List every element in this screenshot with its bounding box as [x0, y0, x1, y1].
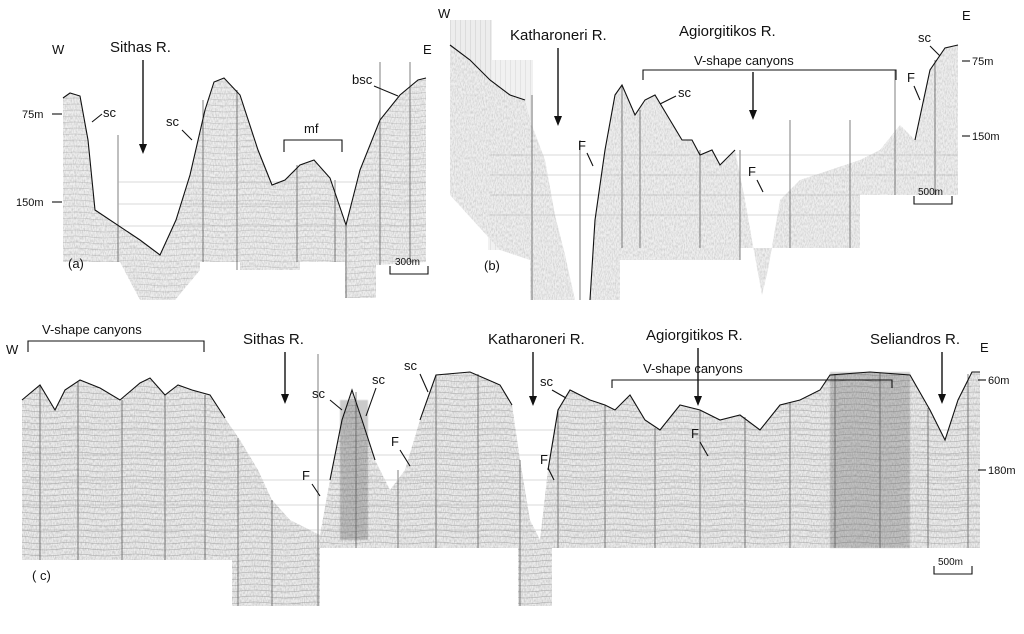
panel-c-river-katharoneri: Katharoneri R. [488, 331, 585, 348]
panel-c-river-arrow-4 [938, 352, 946, 404]
panel-a-record [63, 78, 426, 300]
panel-c-canyons-east-label: V-shape canyons [643, 361, 743, 376]
panel-a-east-label: E [423, 42, 432, 57]
panel-a-sc-label-1: sc [103, 105, 117, 120]
panel-a-mf-label: mf [304, 121, 319, 136]
panel-b-river-agiorgitikos: Agiorgitikos R. [679, 23, 776, 40]
panel-b-river-arrow-2 [749, 72, 757, 120]
panel-b-canyons-label: V-shape canyons [694, 53, 794, 68]
panel-b-sc-label-1: sc [678, 85, 692, 100]
panel-b-record [450, 20, 958, 300]
panel-c-f-label-2: F [391, 434, 399, 449]
panel-c-river-arrow-1 [281, 352, 289, 404]
panel-c-f-label-3: F [540, 452, 548, 467]
panel-b-label: (b) [484, 258, 500, 273]
panel-c-sc-label-4: sc [540, 374, 554, 389]
panel-a-mf-bracket [283, 139, 343, 152]
panel-a-scale-label: 300m [395, 257, 420, 268]
panel-c-depth-180: 180m [988, 465, 1016, 477]
panel-a-label: (a) [68, 256, 84, 271]
panel-c-scale-label: 500m [938, 557, 963, 568]
panel-b-depth-75: 75m [972, 56, 993, 68]
panel-a-west-label: W [52, 42, 65, 57]
panel-c-sc-label-3: sc [404, 358, 418, 373]
panel-b-west-label: W [438, 6, 451, 21]
panel-b-river-arrow-1 [554, 48, 562, 126]
panel-c-depth-60: 60m [988, 375, 1009, 387]
panel-a-depth-150: 150m [16, 197, 44, 209]
panel-c-canyons-west-label: V-shape canyons [42, 322, 142, 337]
panel-c-f-label-1: F [302, 468, 310, 483]
panel-b: W E Katharoneri R. Agiorgitikos R. V-sha… [438, 6, 1000, 301]
panel-a: W E Sithas R. sc sc mf bsc 75m 150m (a) … [16, 39, 432, 300]
panel-a-scale-bar [389, 266, 429, 275]
panel-c-river-arrow-3 [694, 348, 702, 406]
panel-a-seafloor-reflector [62, 77, 427, 256]
panel-c-scale-bar [933, 566, 973, 575]
panel-b-f-label-1: F [578, 138, 586, 153]
panel-b-east-label: E [962, 8, 971, 23]
panel-a-grid [117, 62, 411, 298]
panel-c-east-label: E [980, 340, 989, 355]
panel-c-seafloor-reflector [21, 371, 980, 481]
panel-c-canyons-east-bracket [611, 379, 893, 388]
panel-c-record [22, 372, 980, 606]
panel-c-sc-label-2: sc [372, 372, 386, 387]
panel-c-canyons-west-bracket [27, 340, 205, 352]
panel-b-scale-label: 500m [918, 187, 943, 198]
panel-c-river-agiorgitikos: Agiorgitikos R. [646, 327, 743, 344]
panel-c: W E V-shape canyons V-shape canyons Sith… [6, 322, 1016, 606]
panel-b-f-label-3: F [907, 70, 915, 85]
panel-b-river-katharoneri: Katharoneri R. [510, 27, 607, 44]
panel-c-river-seliandros: Seliandros R. [870, 331, 960, 348]
panel-c-river-sithas: Sithas R. [243, 331, 304, 348]
panel-b-scale-bar [913, 196, 953, 205]
panel-c-f-label-4: F [691, 426, 699, 441]
panel-c-river-arrow-2 [529, 352, 537, 406]
panel-c-label: ( c) [32, 568, 51, 583]
panel-b-sc-label-2: sc [918, 30, 932, 45]
panel-b-depth-150: 150m [972, 131, 1000, 143]
panel-b-seafloor-reflector [449, 44, 959, 301]
panel-c-west-label: W [6, 342, 19, 357]
panel-a-bsc-label: bsc [352, 72, 373, 87]
panel-c-sc-label-1: sc [312, 386, 326, 401]
panel-a-river-arrow [139, 60, 147, 154]
panel-a-depth-75: 75m [22, 109, 43, 121]
panel-a-sc-label-2: sc [166, 114, 180, 129]
panel-b-canyons-bracket [642, 69, 897, 80]
panel-b-f-label-2: F [748, 164, 756, 179]
panel-a-river-sithas: Sithas R. [110, 39, 171, 56]
